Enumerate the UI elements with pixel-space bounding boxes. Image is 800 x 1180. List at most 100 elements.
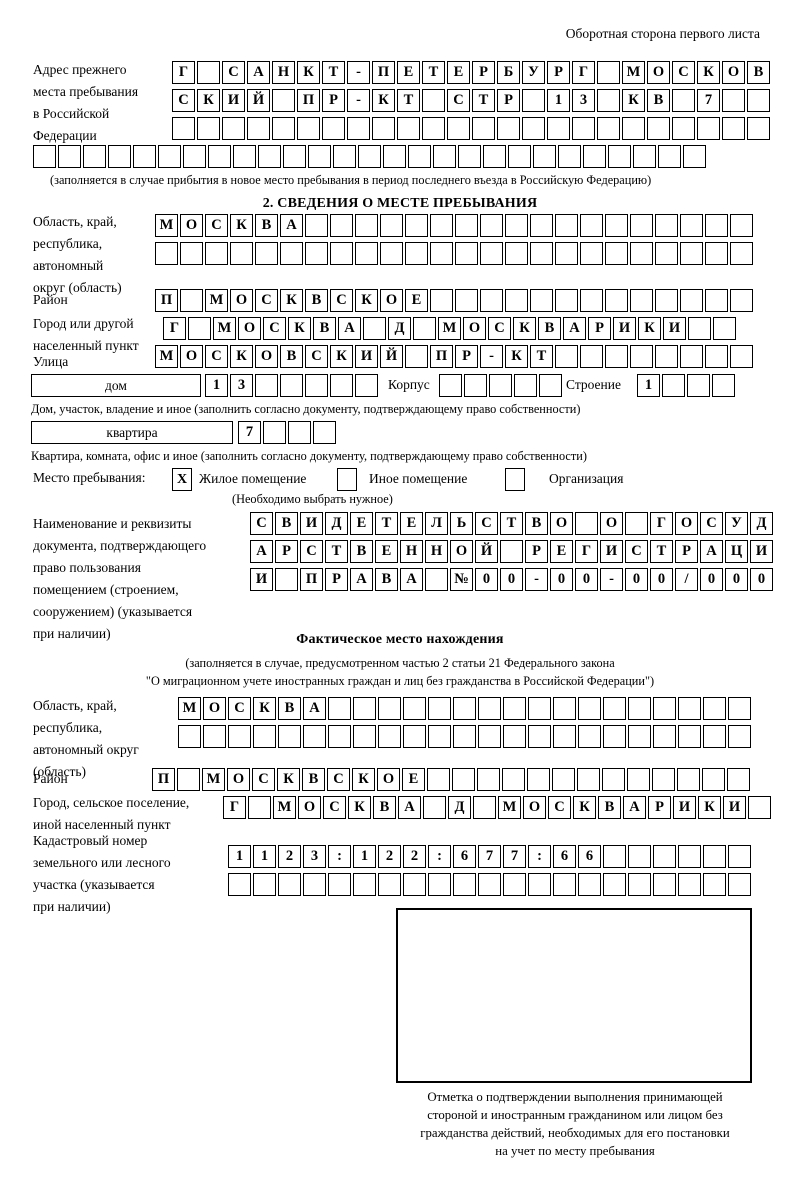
char-cell[interactable]: М <box>202 768 225 791</box>
char-cell[interactable]: А <box>350 568 373 591</box>
char-cell[interactable]: Ц <box>725 540 748 563</box>
char-cell[interactable] <box>253 725 276 748</box>
char-cell[interactable] <box>705 242 728 265</box>
char-cell[interactable] <box>502 768 525 791</box>
char-cell[interactable]: С <box>330 289 353 312</box>
char-cell[interactable] <box>255 242 278 265</box>
char-cell[interactable] <box>527 768 550 791</box>
char-cell[interactable] <box>655 214 678 237</box>
char-cell[interactable] <box>405 242 428 265</box>
char-cell[interactable]: - <box>525 568 548 591</box>
char-cell[interactable] <box>553 873 576 896</box>
char-cell[interactable] <box>628 845 651 868</box>
char-cell[interactable]: Р <box>675 540 698 563</box>
char-cell[interactable] <box>172 117 195 140</box>
char-cell[interactable] <box>297 117 320 140</box>
char-cell[interactable]: Г <box>650 512 673 535</box>
char-cell[interactable] <box>533 145 556 168</box>
region-row-2[interactable] <box>155 242 753 265</box>
char-cell[interactable] <box>555 345 578 368</box>
char-cell[interactable] <box>353 725 376 748</box>
char-cell[interactable]: И <box>600 540 623 563</box>
char-cell[interactable]: Р <box>497 89 520 112</box>
char-cell[interactable] <box>577 768 600 791</box>
char-cell[interactable] <box>683 145 706 168</box>
char-cell[interactable]: О <box>227 768 250 791</box>
char-cell[interactable] <box>303 725 326 748</box>
prev-address-row-4[interactable] <box>33 145 706 168</box>
char-cell[interactable] <box>628 697 651 720</box>
char-cell[interactable]: О <box>600 512 623 535</box>
char-cell[interactable] <box>353 873 376 896</box>
char-cell[interactable] <box>505 242 528 265</box>
char-cell[interactable] <box>628 873 651 896</box>
char-cell[interactable] <box>405 345 428 368</box>
flat-cells[interactable]: 7 <box>238 421 336 444</box>
char-cell[interactable]: 0 <box>475 568 498 591</box>
char-cell[interactable] <box>305 214 328 237</box>
char-cell[interactable]: В <box>305 289 328 312</box>
char-cell[interactable]: П <box>300 568 323 591</box>
char-cell[interactable] <box>605 214 628 237</box>
char-cell[interactable]: М <box>205 289 228 312</box>
char-cell[interactable]: И <box>663 317 686 340</box>
char-cell[interactable]: К <box>280 289 303 312</box>
char-cell[interactable]: Г <box>572 61 595 84</box>
char-cell[interactable]: С <box>700 512 723 535</box>
char-cell[interactable] <box>580 345 603 368</box>
char-cell[interactable] <box>747 117 770 140</box>
char-cell[interactable]: 7 <box>478 845 501 868</box>
char-cell[interactable]: Р <box>648 796 671 819</box>
char-cell[interactable]: С <box>263 317 286 340</box>
char-cell[interactable] <box>580 242 603 265</box>
char-cell[interactable] <box>530 289 553 312</box>
char-cell[interactable]: М <box>155 345 178 368</box>
char-cell[interactable] <box>423 796 446 819</box>
char-cell[interactable]: О <box>722 61 745 84</box>
cadastral-row-2[interactable] <box>228 873 751 896</box>
char-cell[interactable] <box>358 145 381 168</box>
char-cell[interactable] <box>347 117 370 140</box>
char-cell[interactable] <box>655 345 678 368</box>
char-cell[interactable]: С <box>625 540 648 563</box>
char-cell[interactable] <box>180 289 203 312</box>
char-cell[interactable]: - <box>600 568 623 591</box>
char-cell[interactable] <box>503 873 526 896</box>
char-cell[interactable]: В <box>275 512 298 535</box>
char-cell[interactable]: К <box>197 89 220 112</box>
char-cell[interactable]: А <box>247 61 270 84</box>
char-cell[interactable] <box>730 289 753 312</box>
char-cell[interactable]: Р <box>455 345 478 368</box>
char-cell[interactable]: К <box>288 317 311 340</box>
char-cell[interactable] <box>688 317 711 340</box>
char-cell[interactable] <box>453 725 476 748</box>
char-cell[interactable]: Д <box>388 317 411 340</box>
char-cell[interactable] <box>680 345 703 368</box>
char-cell[interactable] <box>528 873 551 896</box>
char-cell[interactable] <box>728 697 751 720</box>
char-cell[interactable]: И <box>300 512 323 535</box>
char-cell[interactable] <box>280 374 303 397</box>
char-cell[interactable]: О <box>675 512 698 535</box>
char-cell[interactable]: М <box>273 796 296 819</box>
char-cell[interactable] <box>480 214 503 237</box>
char-cell[interactable] <box>608 145 631 168</box>
char-cell[interactable]: 7 <box>697 89 720 112</box>
char-cell[interactable] <box>428 725 451 748</box>
char-cell[interactable] <box>653 845 676 868</box>
char-cell[interactable] <box>552 768 575 791</box>
char-cell[interactable]: К <box>505 345 528 368</box>
char-cell[interactable]: С <box>250 512 273 535</box>
char-cell[interactable] <box>528 697 551 720</box>
char-cell[interactable] <box>180 242 203 265</box>
char-cell[interactable] <box>428 873 451 896</box>
char-cell[interactable]: 6 <box>453 845 476 868</box>
char-cell[interactable] <box>503 725 526 748</box>
char-cell[interactable]: С <box>255 289 278 312</box>
char-cell[interactable]: А <box>338 317 361 340</box>
char-cell[interactable] <box>508 145 531 168</box>
